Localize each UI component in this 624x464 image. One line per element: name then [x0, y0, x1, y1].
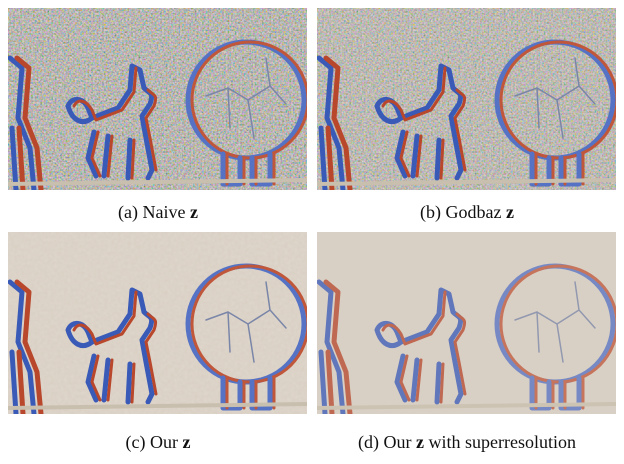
caption-text: (d) Our	[358, 432, 412, 452]
caption-symbol: z	[189, 202, 198, 222]
caption-d: (d) Our z with superresolution	[317, 432, 617, 453]
caption-symbol: z	[505, 202, 514, 222]
caption-symbol: z	[416, 432, 424, 452]
image-d	[317, 232, 616, 414]
image-c	[8, 232, 307, 414]
caption-symbol: z	[182, 432, 191, 452]
caption-text: (a) Naive	[118, 202, 186, 222]
caption-a: (a) Naive z	[8, 202, 308, 223]
caption-text: (c) Our	[125, 432, 178, 452]
caption-c: (c) Our z	[8, 432, 308, 453]
caption-text: with superresolution	[428, 432, 576, 452]
caption-b: (b) Godbaz z	[317, 202, 617, 223]
image-b	[317, 8, 616, 190]
caption-text: (b) Godbaz	[420, 202, 502, 222]
image-a	[8, 8, 307, 190]
